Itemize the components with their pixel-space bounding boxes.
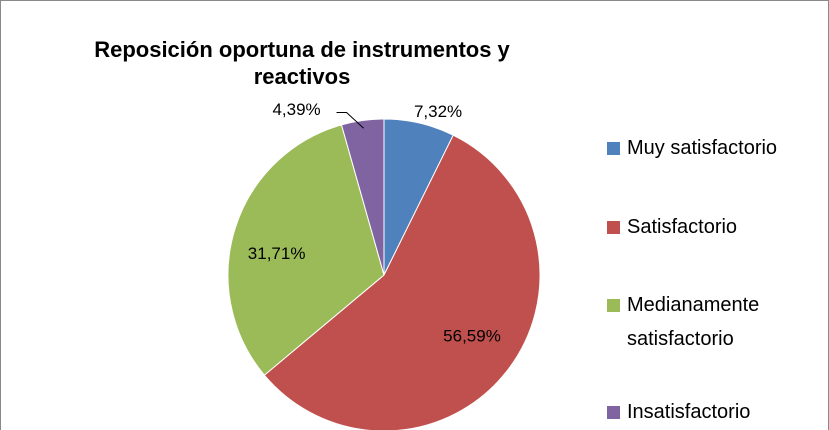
chart-title: Reposición oportuna de instrumentos y re…	[94, 37, 510, 89]
legend-item: Satisfactorio	[607, 210, 817, 244]
legend-swatch	[607, 142, 620, 155]
leader-line	[336, 111, 364, 129]
legend-item: Insatisfactorio	[607, 395, 817, 429]
legend-label: Muy satisfactorio	[627, 137, 778, 159]
legend-swatch	[607, 221, 620, 234]
legend-label: Medianamente satisfactorio	[627, 294, 760, 350]
pie-slice	[227, 124, 385, 376]
legend-item: Muy satisfactorio	[607, 131, 817, 165]
legend-swatch	[607, 299, 620, 312]
pie-slice	[340, 118, 385, 276]
data-label: 31,71%	[248, 244, 306, 263]
legend-swatch	[607, 406, 620, 419]
data-label: 4,39%	[272, 100, 320, 119]
pie-slice	[263, 134, 541, 430]
legend-item: Medianamente satisfactorio	[607, 288, 817, 356]
data-label: 7,32%	[414, 102, 462, 121]
legend-label: Insatisfactorio	[627, 401, 751, 423]
legend-label: Satisfactorio	[627, 216, 738, 238]
data-label: 56,59%	[443, 326, 501, 345]
